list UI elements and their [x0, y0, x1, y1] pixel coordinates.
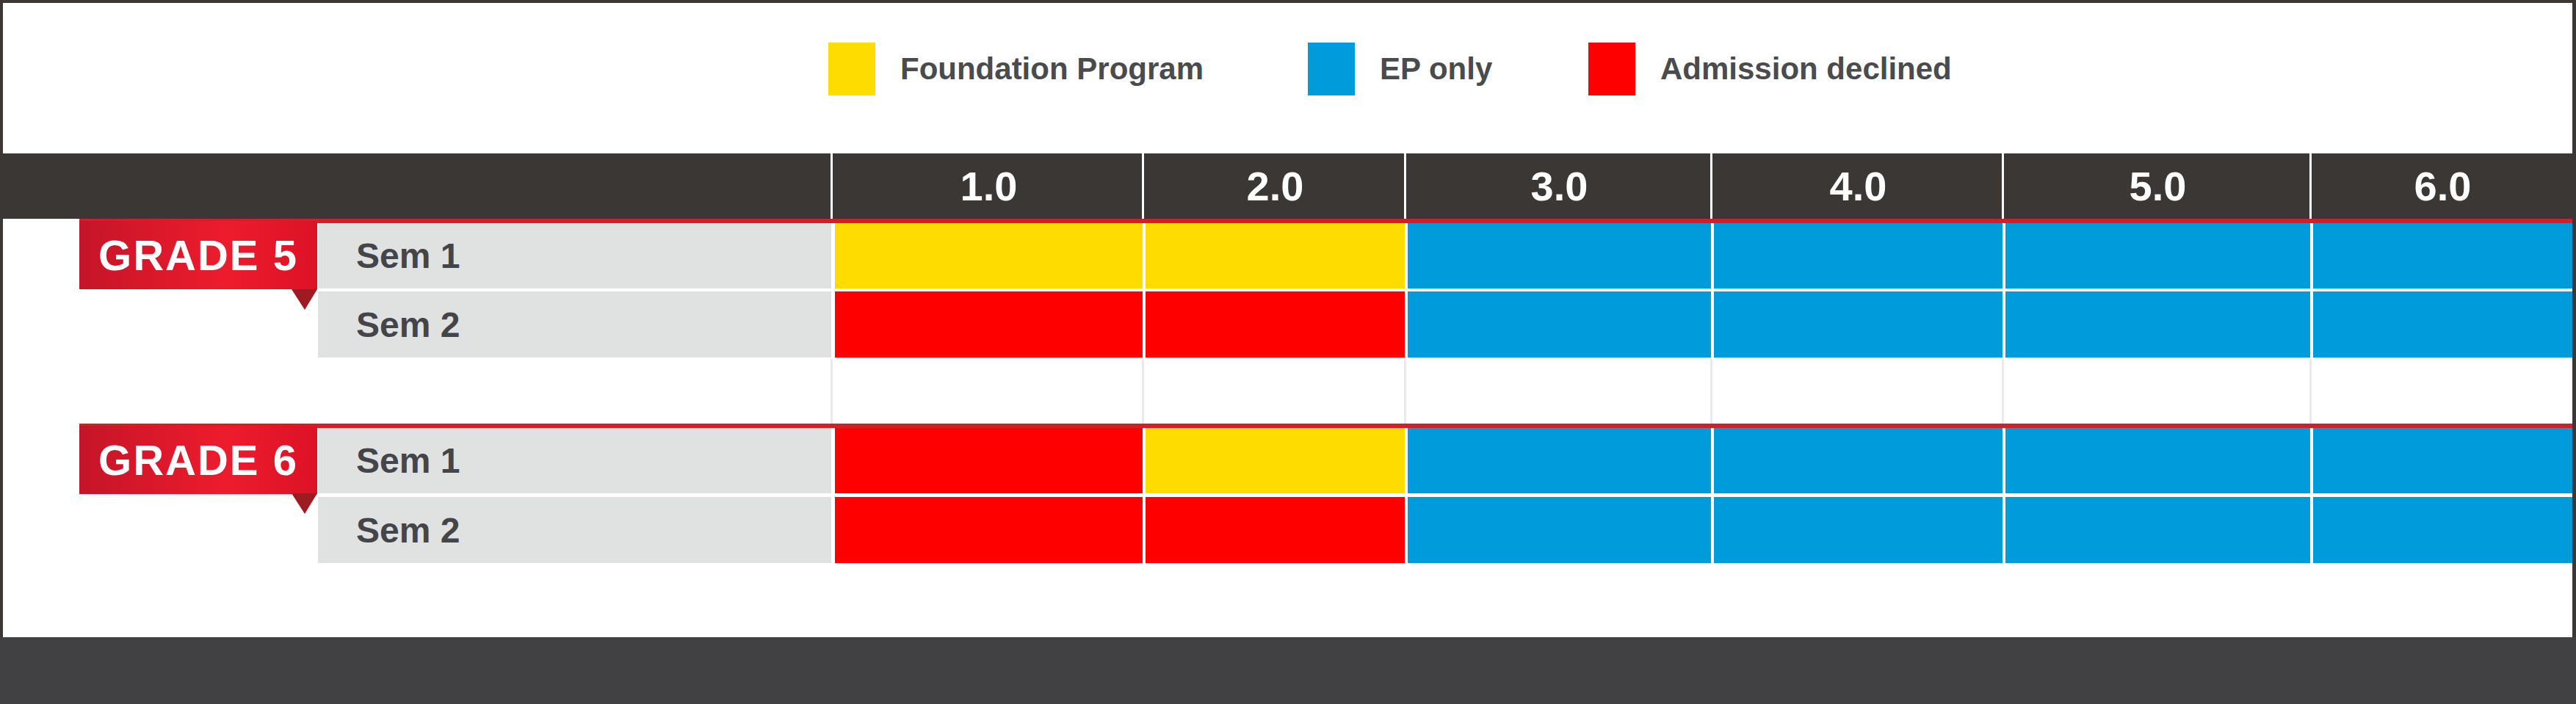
header-divider [831, 153, 833, 219]
column-guide [1404, 359, 1406, 424]
cell-grade6-sem1-score1.0 [835, 428, 1143, 493]
header-divider [2309, 153, 2312, 219]
cell-grade5-sem1-score4.0 [1714, 223, 2002, 289]
cell-grade5-sem1-score6.0 [2313, 223, 2572, 289]
grade6-ribbon-pointer-icon [292, 493, 317, 514]
declined-color-swatch-icon [1588, 43, 1635, 95]
cell-grade6-sem2-score2.0 [1146, 497, 1405, 563]
header-divider [1142, 153, 1144, 219]
cell-grade5-sem2-score2.0 [1146, 291, 1405, 358]
grade5-ribbon: GRADE 5 [79, 221, 317, 289]
cell-grade6-sem1-score3.0 [1408, 428, 1711, 493]
score-column-header-2: 2.0 [1146, 153, 1405, 219]
top-border [0, 0, 2576, 3]
grade5-ribbon-pointer-icon [292, 289, 317, 310]
cell-grade5-sem2-score4.0 [1714, 291, 2002, 358]
footer-bar [0, 637, 2576, 704]
cell-grade5-sem2-score6.0 [2313, 291, 2572, 358]
cell-grade5-sem1-score1.0 [835, 223, 1143, 289]
cell-grade5-sem1-score3.0 [1408, 223, 1711, 289]
cell-grade5-sem1-score2.0 [1146, 223, 1405, 289]
left-border [0, 0, 3, 704]
score-column-header-1: 1.0 [835, 153, 1143, 219]
cell-grade5-sem2-score1.0 [835, 291, 1143, 358]
cell-grade6-sem2-score6.0 [2313, 497, 2572, 563]
cell-grade5-sem1-score5.0 [2005, 223, 2310, 289]
legend-label-ep-only: EP only [1380, 51, 1492, 87]
cell-grade6-sem2-score3.0 [1408, 497, 1711, 563]
column-guide [1142, 359, 1144, 424]
cell-grade6-sem1-score2.0 [1146, 428, 1405, 493]
header-divider [1404, 153, 1406, 219]
row-label-grade5-sem1: Sem 1 [318, 223, 831, 289]
score-column-header-5: 5.0 [2005, 153, 2310, 219]
cell-grade6-sem2-score4.0 [1714, 497, 2002, 563]
legend-item-foundation: Foundation Program [828, 43, 1204, 95]
legend-item-ep-only: EP only [1308, 43, 1492, 95]
cell-grade6-sem1-score4.0 [1714, 428, 2002, 493]
score-column-header-6: 6.0 [2313, 153, 2572, 219]
column-guide [831, 359, 833, 424]
header-divider [1710, 153, 1712, 219]
admission-score-chart: Foundation Program EP only Admission dec… [0, 0, 2576, 704]
grade6-ribbon: GRADE 6 [79, 426, 317, 494]
row-label-grade6-sem1: Sem 1 [318, 428, 831, 493]
legend-item-declined: Admission declined [1588, 43, 1952, 95]
row-label-grade6-sem2: Sem 2 [318, 497, 831, 563]
right-border [2572, 0, 2576, 704]
column-guide [2002, 359, 2004, 424]
header-divider [2002, 153, 2004, 219]
legend-label-foundation: Foundation Program [900, 51, 1204, 87]
ep-only-color-swatch-icon [1308, 43, 1355, 95]
cell-grade6-sem1-score5.0 [2005, 428, 2310, 493]
score-column-header-3: 3.0 [1408, 153, 1711, 219]
cell-grade6-sem1-score6.0 [2313, 428, 2572, 493]
cell-grade6-sem2-score5.0 [2005, 497, 2310, 563]
cell-grade5-sem2-score3.0 [1408, 291, 1711, 358]
cell-grade6-sem2-score1.0 [835, 497, 1143, 563]
score-column-header-4: 4.0 [1714, 153, 2002, 219]
foundation-color-swatch-icon [828, 43, 875, 95]
legend-label-declined: Admission declined [1660, 51, 1952, 87]
row-label-grade5-sem2: Sem 2 [318, 291, 831, 358]
cell-grade5-sem2-score5.0 [2005, 291, 2310, 358]
column-guide [1710, 359, 1712, 424]
column-guide [2309, 359, 2312, 424]
